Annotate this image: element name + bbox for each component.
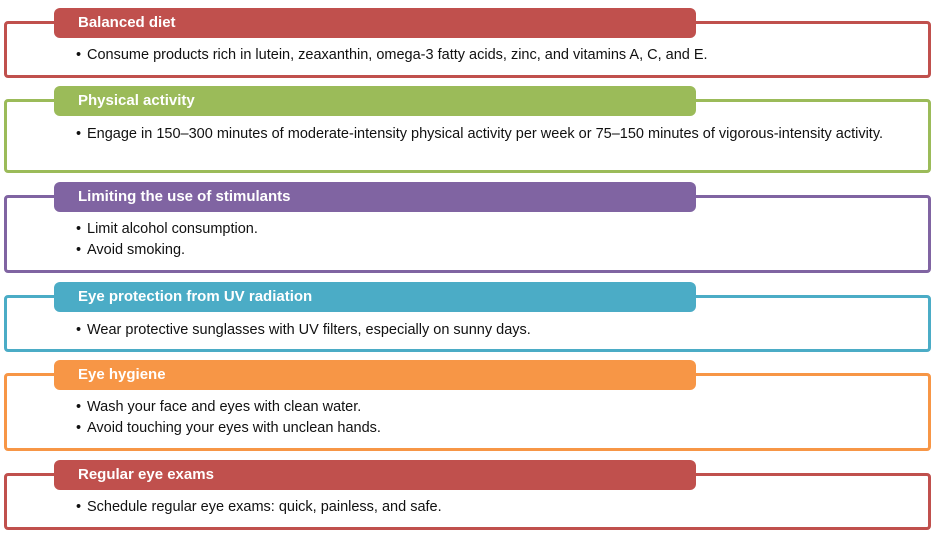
section-header: Eye protection from UV radiation [54, 282, 696, 312]
section-limiting-stimulants: Limiting the use of stimulants Limit alc… [0, 182, 935, 276]
section-header: Balanced diet [54, 8, 696, 38]
section-header: Limiting the use of stimulants [54, 182, 696, 212]
section-regular-eye-exams: Regular eye exams Schedule regular eye e… [0, 460, 935, 532]
section-header: Eye hygiene [54, 360, 696, 390]
bullet-list: Wash your face and eyes with clean water… [76, 397, 895, 439]
bullet-list: Schedule regular eye exams: quick, painl… [76, 497, 895, 518]
bullet-item: Limit alcohol consumption. [76, 219, 895, 240]
bullet-list: Consume products rich in lutein, zeaxant… [76, 45, 895, 66]
section-header: Physical activity [54, 86, 696, 116]
bullet-item: Avoid touching your eyes with unclean ha… [76, 418, 895, 439]
bullet-item: Consume products rich in lutein, zeaxant… [76, 45, 895, 66]
section-uv-protection: Eye protection from UV radiation Wear pr… [0, 282, 935, 354]
bullet-item: Wash your face and eyes with clean water… [76, 397, 895, 418]
bullet-item: Schedule regular eye exams: quick, painl… [76, 497, 895, 518]
bullet-list: Limit alcohol consumption. Avoid smoking… [76, 219, 895, 261]
bullet-list: Engage in 150–300 minutes of moderate-in… [76, 124, 895, 145]
bullet-item: Avoid smoking. [76, 240, 895, 261]
bullet-list: Wear protective sunglasses with UV filte… [76, 320, 895, 341]
section-physical-activity: Physical activity Engage in 150–300 minu… [0, 86, 935, 176]
section-eye-hygiene: Eye hygiene Wash your face and eyes with… [0, 360, 935, 454]
section-balanced-diet: Balanced diet Consume products rich in l… [0, 8, 935, 80]
bullet-item: Engage in 150–300 minutes of moderate-in… [76, 124, 895, 145]
section-header: Regular eye exams [54, 460, 696, 490]
bullet-item: Wear protective sunglasses with UV filte… [76, 320, 895, 341]
